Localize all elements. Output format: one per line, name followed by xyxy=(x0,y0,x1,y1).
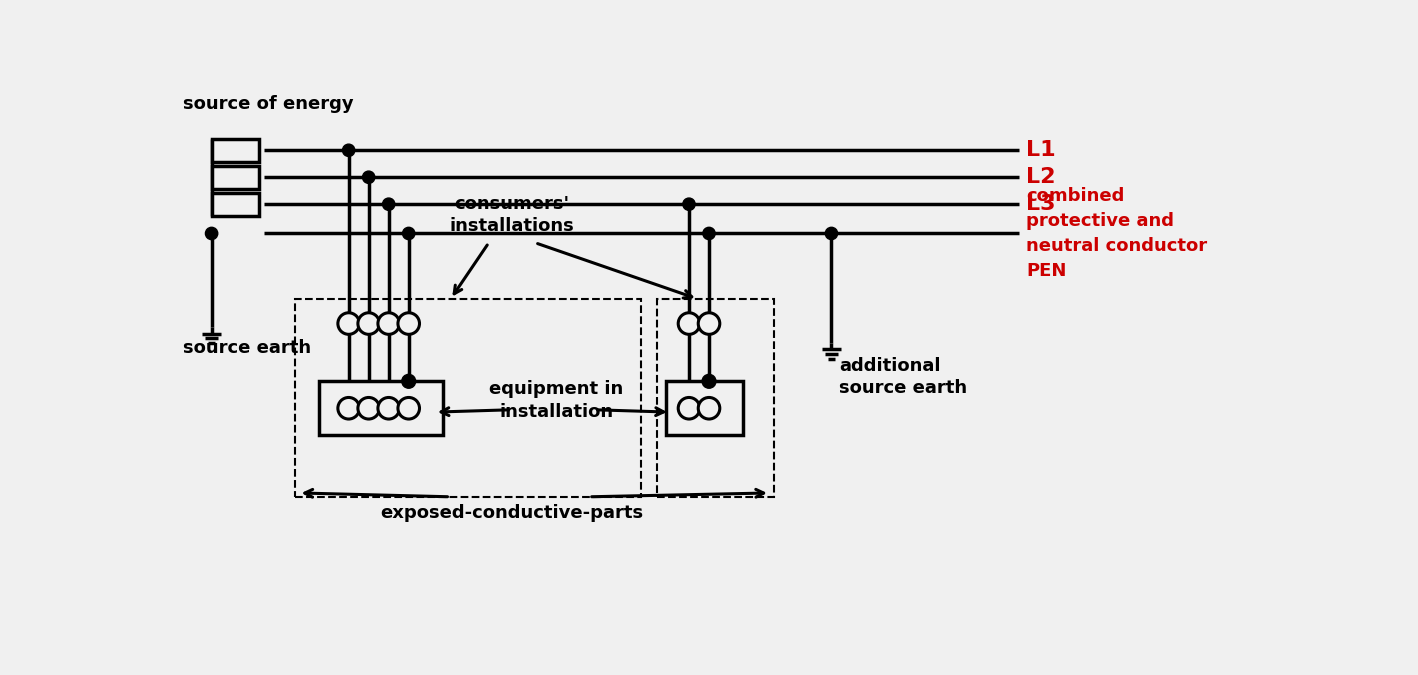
Circle shape xyxy=(678,398,699,419)
Text: exposed-conductive-parts: exposed-conductive-parts xyxy=(380,504,644,522)
Circle shape xyxy=(678,313,699,334)
Text: source earth: source earth xyxy=(183,339,311,357)
Text: L2: L2 xyxy=(1027,167,1056,187)
Bar xyxy=(319,381,442,435)
Circle shape xyxy=(825,227,838,240)
Circle shape xyxy=(398,313,420,334)
Circle shape xyxy=(683,198,695,211)
Text: consumers'
installations: consumers' installations xyxy=(450,195,574,235)
Bar xyxy=(657,299,774,497)
Circle shape xyxy=(379,313,400,334)
Circle shape xyxy=(398,398,420,419)
Circle shape xyxy=(337,313,359,334)
Bar xyxy=(211,192,259,216)
Bar xyxy=(666,381,743,435)
Circle shape xyxy=(698,313,720,334)
Text: combined
protective and
neutral conductor
PEN: combined protective and neutral conducto… xyxy=(1027,187,1207,280)
Circle shape xyxy=(357,313,380,334)
Circle shape xyxy=(702,375,716,388)
Bar xyxy=(211,139,259,162)
Circle shape xyxy=(343,144,354,157)
Circle shape xyxy=(206,227,218,240)
Circle shape xyxy=(703,227,715,240)
Text: L3: L3 xyxy=(1027,194,1056,214)
Circle shape xyxy=(379,398,400,419)
Circle shape xyxy=(357,398,380,419)
Text: additional
source earth: additional source earth xyxy=(839,356,967,397)
Text: L1: L1 xyxy=(1027,140,1056,160)
Bar xyxy=(211,165,259,189)
Circle shape xyxy=(363,171,374,184)
Circle shape xyxy=(337,398,359,419)
Circle shape xyxy=(698,398,720,419)
Circle shape xyxy=(403,227,415,240)
Circle shape xyxy=(401,375,415,388)
Circle shape xyxy=(383,198,394,211)
Text: source of energy: source of energy xyxy=(183,95,353,113)
Text: equipment in
installation: equipment in installation xyxy=(489,381,624,421)
Bar xyxy=(295,299,641,497)
